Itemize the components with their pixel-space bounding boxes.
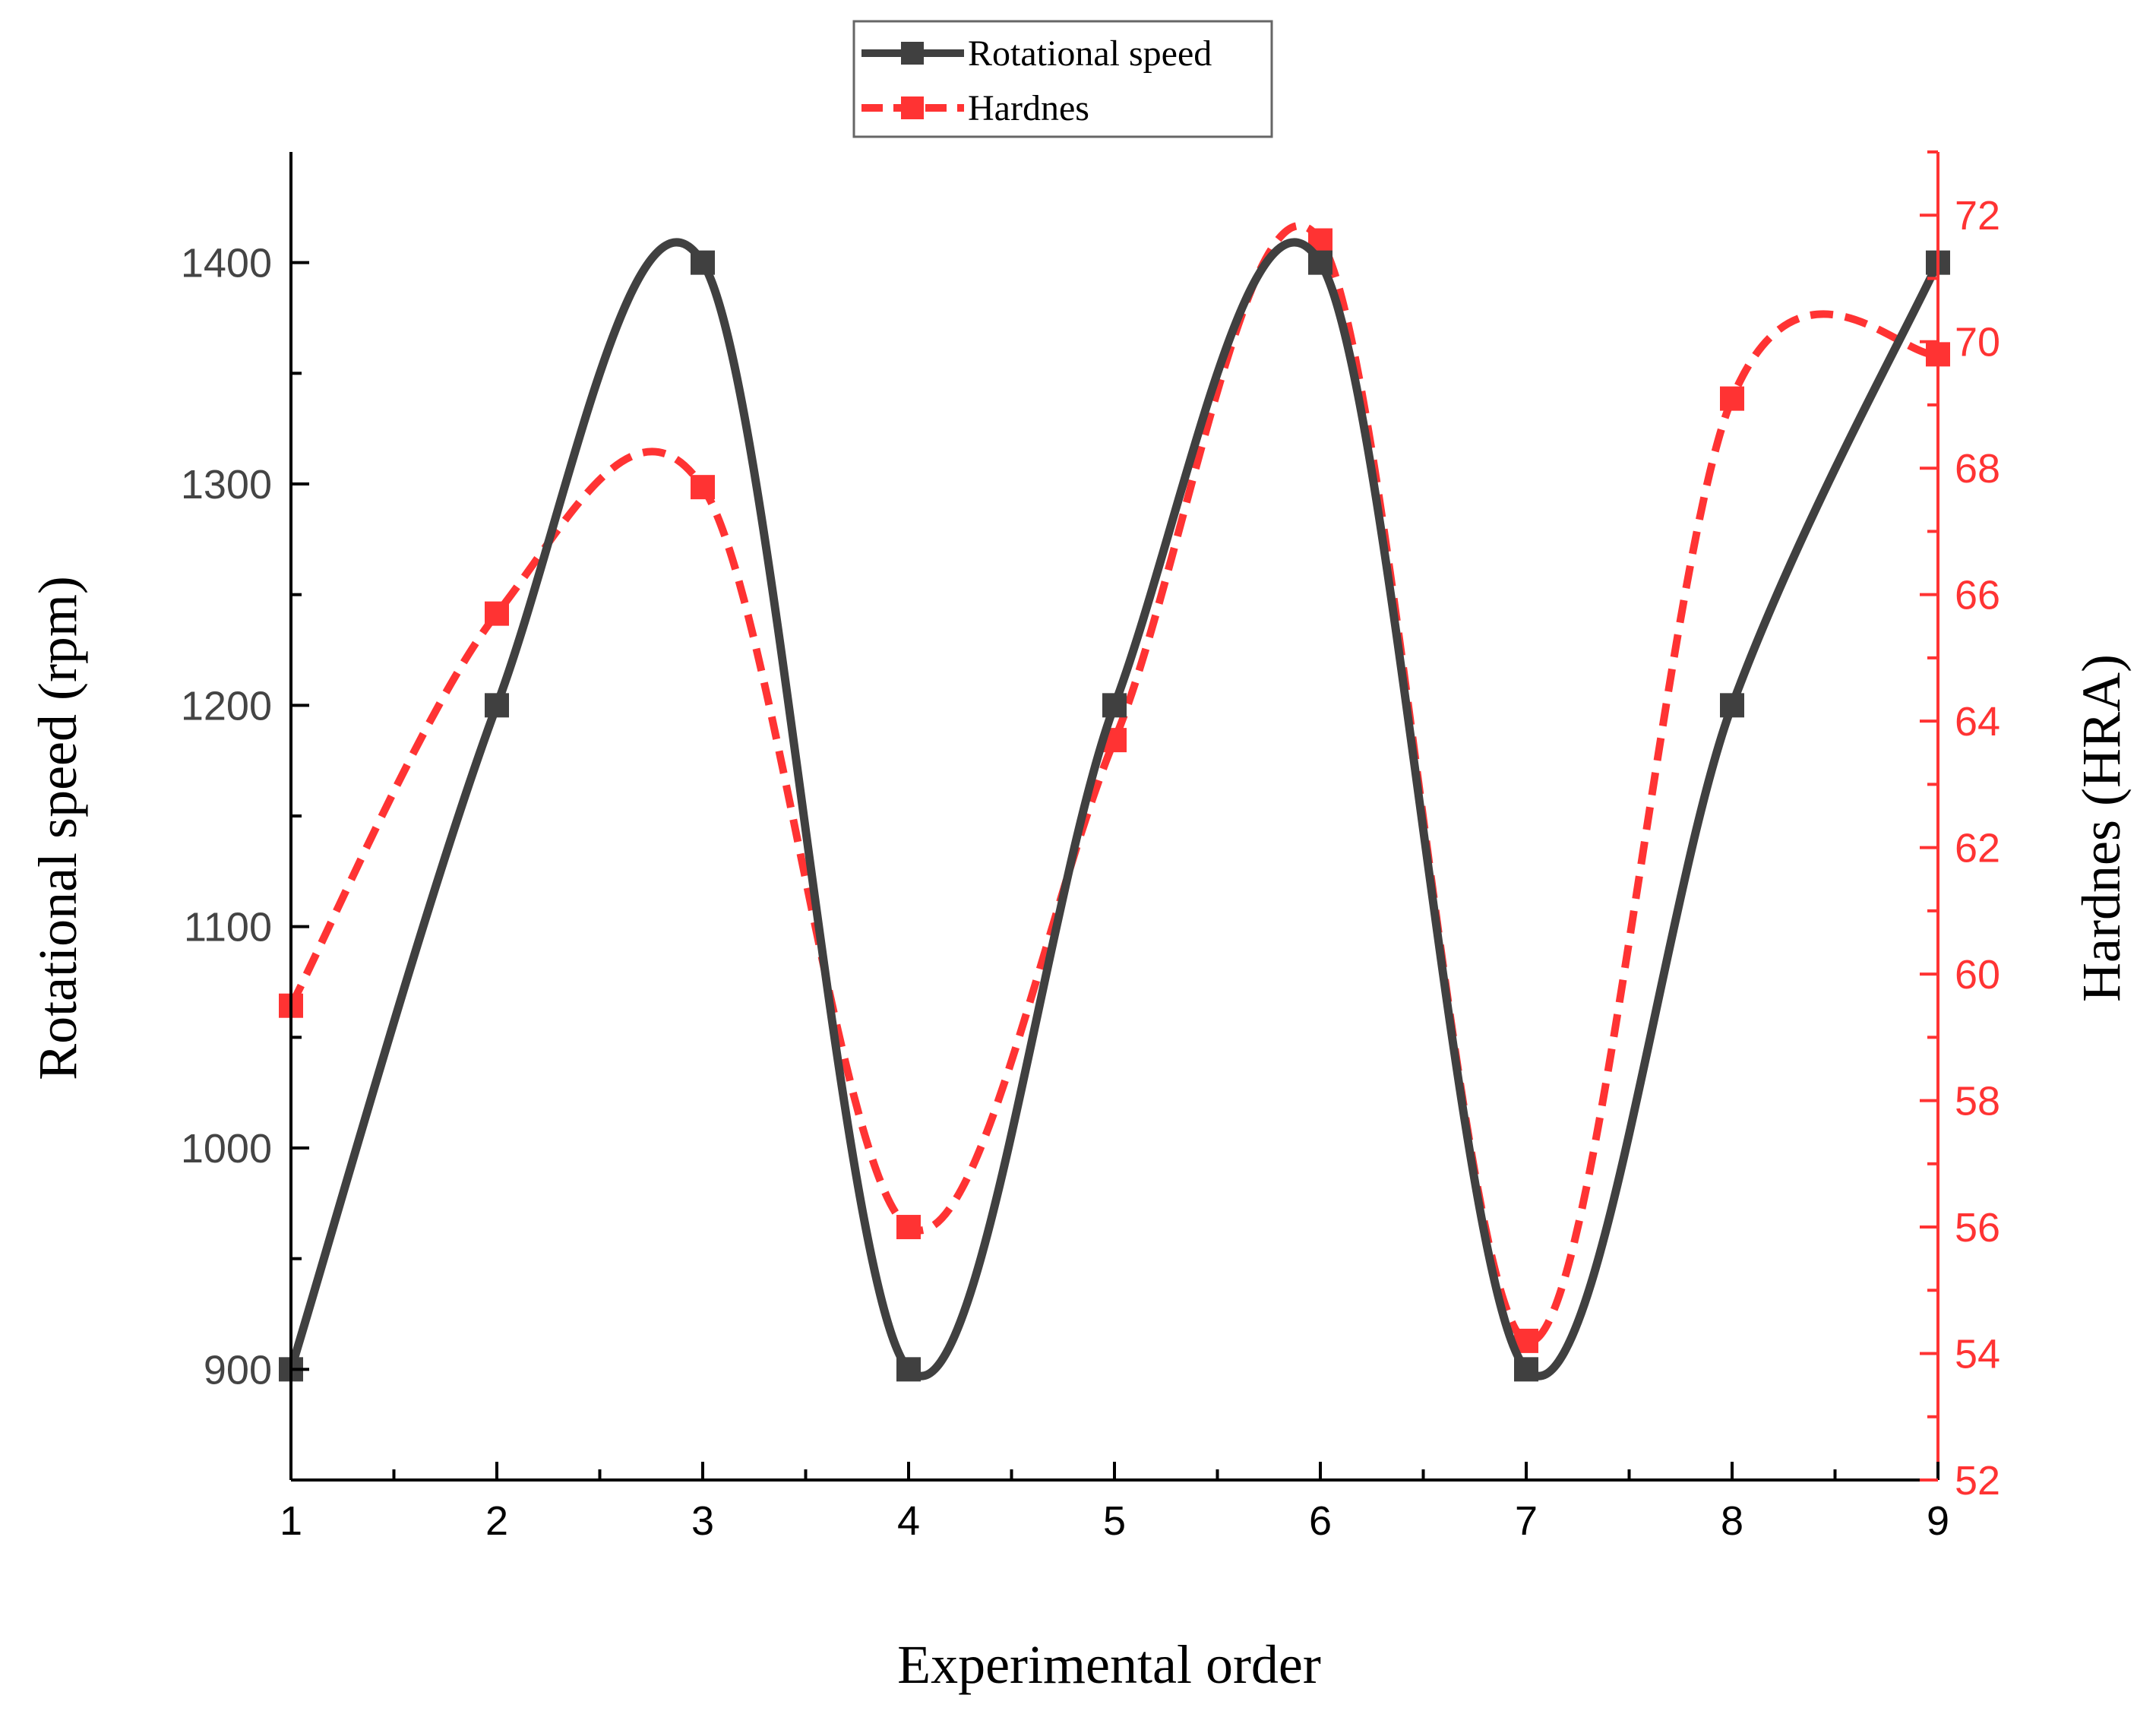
speed-marker bbox=[1308, 250, 1332, 275]
y-axis-title: Rotational speed (rpm) bbox=[27, 576, 88, 1080]
speed-series-line bbox=[286, 238, 1942, 1380]
x-tick-label: 5 bbox=[1103, 1498, 1126, 1544]
y-tick-label: 1200 bbox=[181, 683, 272, 729]
speed-marker bbox=[1102, 693, 1127, 718]
legend-hardness-marker-swatch bbox=[901, 96, 924, 119]
x-tick-label: 9 bbox=[1927, 1498, 1949, 1544]
y2-tick-label: 54 bbox=[1955, 1332, 2000, 1377]
speed-marker bbox=[1514, 1357, 1538, 1382]
y-tick-label: 1300 bbox=[181, 462, 272, 508]
y2-tick-label: 58 bbox=[1955, 1079, 2000, 1124]
y-tick-label: 1100 bbox=[184, 905, 272, 950]
x-tick-label: 7 bbox=[1515, 1498, 1538, 1544]
speed-marker bbox=[691, 250, 715, 275]
legend-speed-marker-swatch bbox=[901, 42, 924, 65]
speed-marker bbox=[896, 1357, 921, 1382]
y-tick-label: 1400 bbox=[181, 241, 272, 286]
y2-tick-label: 68 bbox=[1955, 446, 2000, 492]
hardness-series-line bbox=[287, 222, 1939, 1346]
legend-hardness-label: Hardnes bbox=[968, 88, 1089, 128]
y2-tick-label: 66 bbox=[1955, 573, 2000, 618]
y2-tick-label: 64 bbox=[1955, 699, 2000, 745]
x-axis-title: Experimental order bbox=[897, 1634, 1321, 1695]
x-tick-label: 6 bbox=[1309, 1498, 1332, 1544]
x-tick-label: 2 bbox=[485, 1498, 508, 1544]
speed-marker bbox=[1720, 693, 1744, 718]
y2-tick-label: 72 bbox=[1955, 193, 2000, 239]
y2-tick-label: 56 bbox=[1955, 1205, 2000, 1251]
y2-tick-label: 60 bbox=[1955, 952, 2000, 998]
hardness-marker bbox=[896, 1215, 921, 1240]
x-tick-label: 1 bbox=[280, 1498, 302, 1544]
y2-tick-label: 52 bbox=[1955, 1458, 2000, 1504]
y-tick-label: 900 bbox=[204, 1347, 272, 1393]
speed-marker bbox=[485, 693, 509, 718]
legend-speed-label: Rotational speed bbox=[968, 33, 1212, 74]
hardness-marker bbox=[691, 475, 715, 500]
hardness-marker bbox=[485, 601, 509, 626]
hardness-marker bbox=[1720, 386, 1744, 411]
x-tick-label: 8 bbox=[1721, 1498, 1743, 1544]
y2-tick-label: 62 bbox=[1955, 826, 2000, 871]
x-tick-label: 3 bbox=[691, 1498, 714, 1544]
y-tick-label: 1000 bbox=[181, 1126, 272, 1172]
y2-tick-label: 70 bbox=[1955, 320, 2000, 365]
x-tick-label: 4 bbox=[897, 1498, 920, 1544]
y2-axis-title: Hardnes (HRA) bbox=[2071, 654, 2132, 1002]
